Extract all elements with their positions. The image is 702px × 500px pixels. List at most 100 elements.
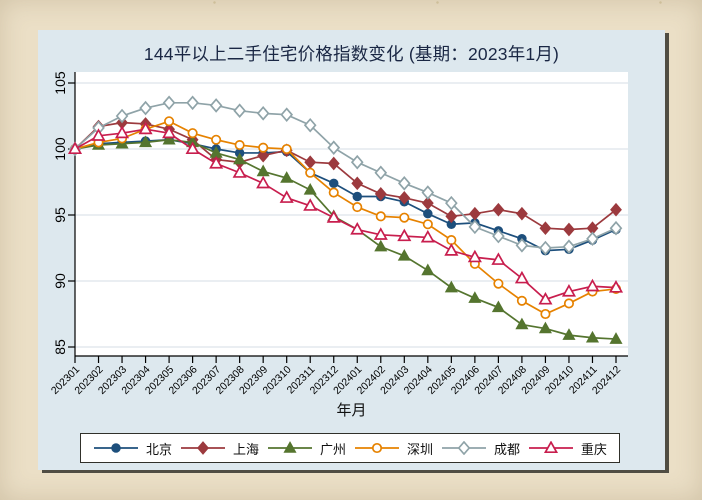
data-point-marker [162,125,177,139]
data-point-marker [139,100,152,116]
data-point-marker [375,211,386,222]
legend-label: 北京 [146,441,173,457]
data-point-marker [515,238,529,253]
data-point-marker [468,291,482,303]
data-point-marker [162,132,176,145]
data-point-marker [67,141,83,155]
legend-marker-glyph [371,442,383,454]
data-point-marker [397,176,411,191]
data-point-marker [538,321,552,334]
data-point-marker [538,291,553,305]
data-point-marker [609,332,623,344]
data-point-marker [398,191,411,205]
data-point-marker [186,95,199,111]
data-point-marker [491,252,506,265]
data-point-marker [279,190,294,203]
legend-triangle-marker-icon [267,441,312,453]
legend-marker-glyph [457,441,471,455]
data-point-marker [162,95,176,111]
data-point-marker [328,187,339,198]
line-chart-plot: 8590951001052023012023022023032023042023… [49,71,628,397]
legend-label: 重庆 [580,441,607,457]
data-point-marker [91,128,106,141]
data-point-marker [562,239,576,254]
data-point-marker [327,140,341,155]
legend-item-shenzhen: 深圳 [354,439,433,458]
legend-item-beijing: 北京 [93,439,172,458]
data-point-marker [350,154,364,170]
series-chengdu [68,95,623,256]
y-tick-label: 105 [52,71,68,95]
chart-legend: 北京 上海 广州 深圳 成都 重庆 [80,433,620,463]
data-point-marker [114,125,130,139]
legend-label: 成都 [493,441,520,457]
data-point-marker [563,222,575,237]
legend-triangle-marker-icon [528,441,573,454]
series-chongqing [67,121,624,305]
legend-item-chengdu: 成都 [441,439,520,458]
data-point-marker [373,227,388,240]
data-point-marker [327,156,340,171]
data-point-marker [256,106,270,121]
data-point-marker [444,280,458,293]
data-point-marker [232,165,247,178]
legend-circle-marker-icon [94,443,138,453]
data-point-marker [139,135,153,148]
data-point-marker [303,182,317,195]
chart-title: 144平以上二手住宅价格指数变化 (基期：2023年1月) [143,44,560,64]
legend-diamond-marker-icon [441,441,486,455]
data-point-marker [609,220,623,236]
legend-diamond-marker-icon [180,441,225,455]
data-point-marker [138,121,153,135]
legend-label: 深圳 [406,441,433,457]
data-point-marker [209,98,223,113]
data-point-marker [305,167,316,178]
legend-label: 广州 [319,441,346,457]
data-point-marker [352,191,363,202]
data-point-marker [468,206,481,221]
data-point-marker [608,280,624,293]
data-point-marker [280,107,294,122]
legend-marker-glyph [111,443,121,453]
y-tick-label: 85 [52,339,68,355]
data-point-marker [514,270,529,284]
y-tick-label: 95 [52,207,68,223]
data-point-marker [303,198,318,211]
data-point-marker [421,185,435,200]
data-point-marker [493,278,504,289]
data-point-marker [258,142,269,153]
data-point-marker [539,221,552,236]
legend-marker-glyph [543,441,558,454]
data-point-marker [610,202,622,217]
data-point-marker [233,152,247,165]
data-point-marker [256,175,271,189]
series-shenzhen [69,116,622,320]
data-point-marker [399,212,410,223]
data-point-marker [397,228,412,242]
legend-marker-glyph [283,441,297,453]
data-point-marker [303,117,317,133]
data-point-marker [515,206,528,221]
data-point-marker [492,228,505,244]
y-tick-label: 90 [52,273,68,289]
data-point-marker [585,278,600,292]
data-point-marker [326,210,341,223]
data-point-marker [516,295,527,306]
data-point-marker [586,231,599,247]
data-point-marker [328,178,339,189]
legend-circle-marker-icon [354,442,399,454]
data-point-marker [562,328,576,340]
legend-item-chongqing: 重庆 [528,439,607,458]
data-point-marker [585,330,600,343]
data-point-marker [423,208,433,219]
data-point-marker [421,196,434,210]
legend-item-shanghai: 上海 [180,439,259,458]
data-point-marker [492,202,505,217]
data-point-marker [515,317,529,330]
data-point-marker [397,248,411,261]
legend-marker-glyph [197,441,209,455]
x-axis-title: 年月 [336,402,367,419]
data-point-marker [467,249,482,263]
data-point-marker [468,219,482,235]
